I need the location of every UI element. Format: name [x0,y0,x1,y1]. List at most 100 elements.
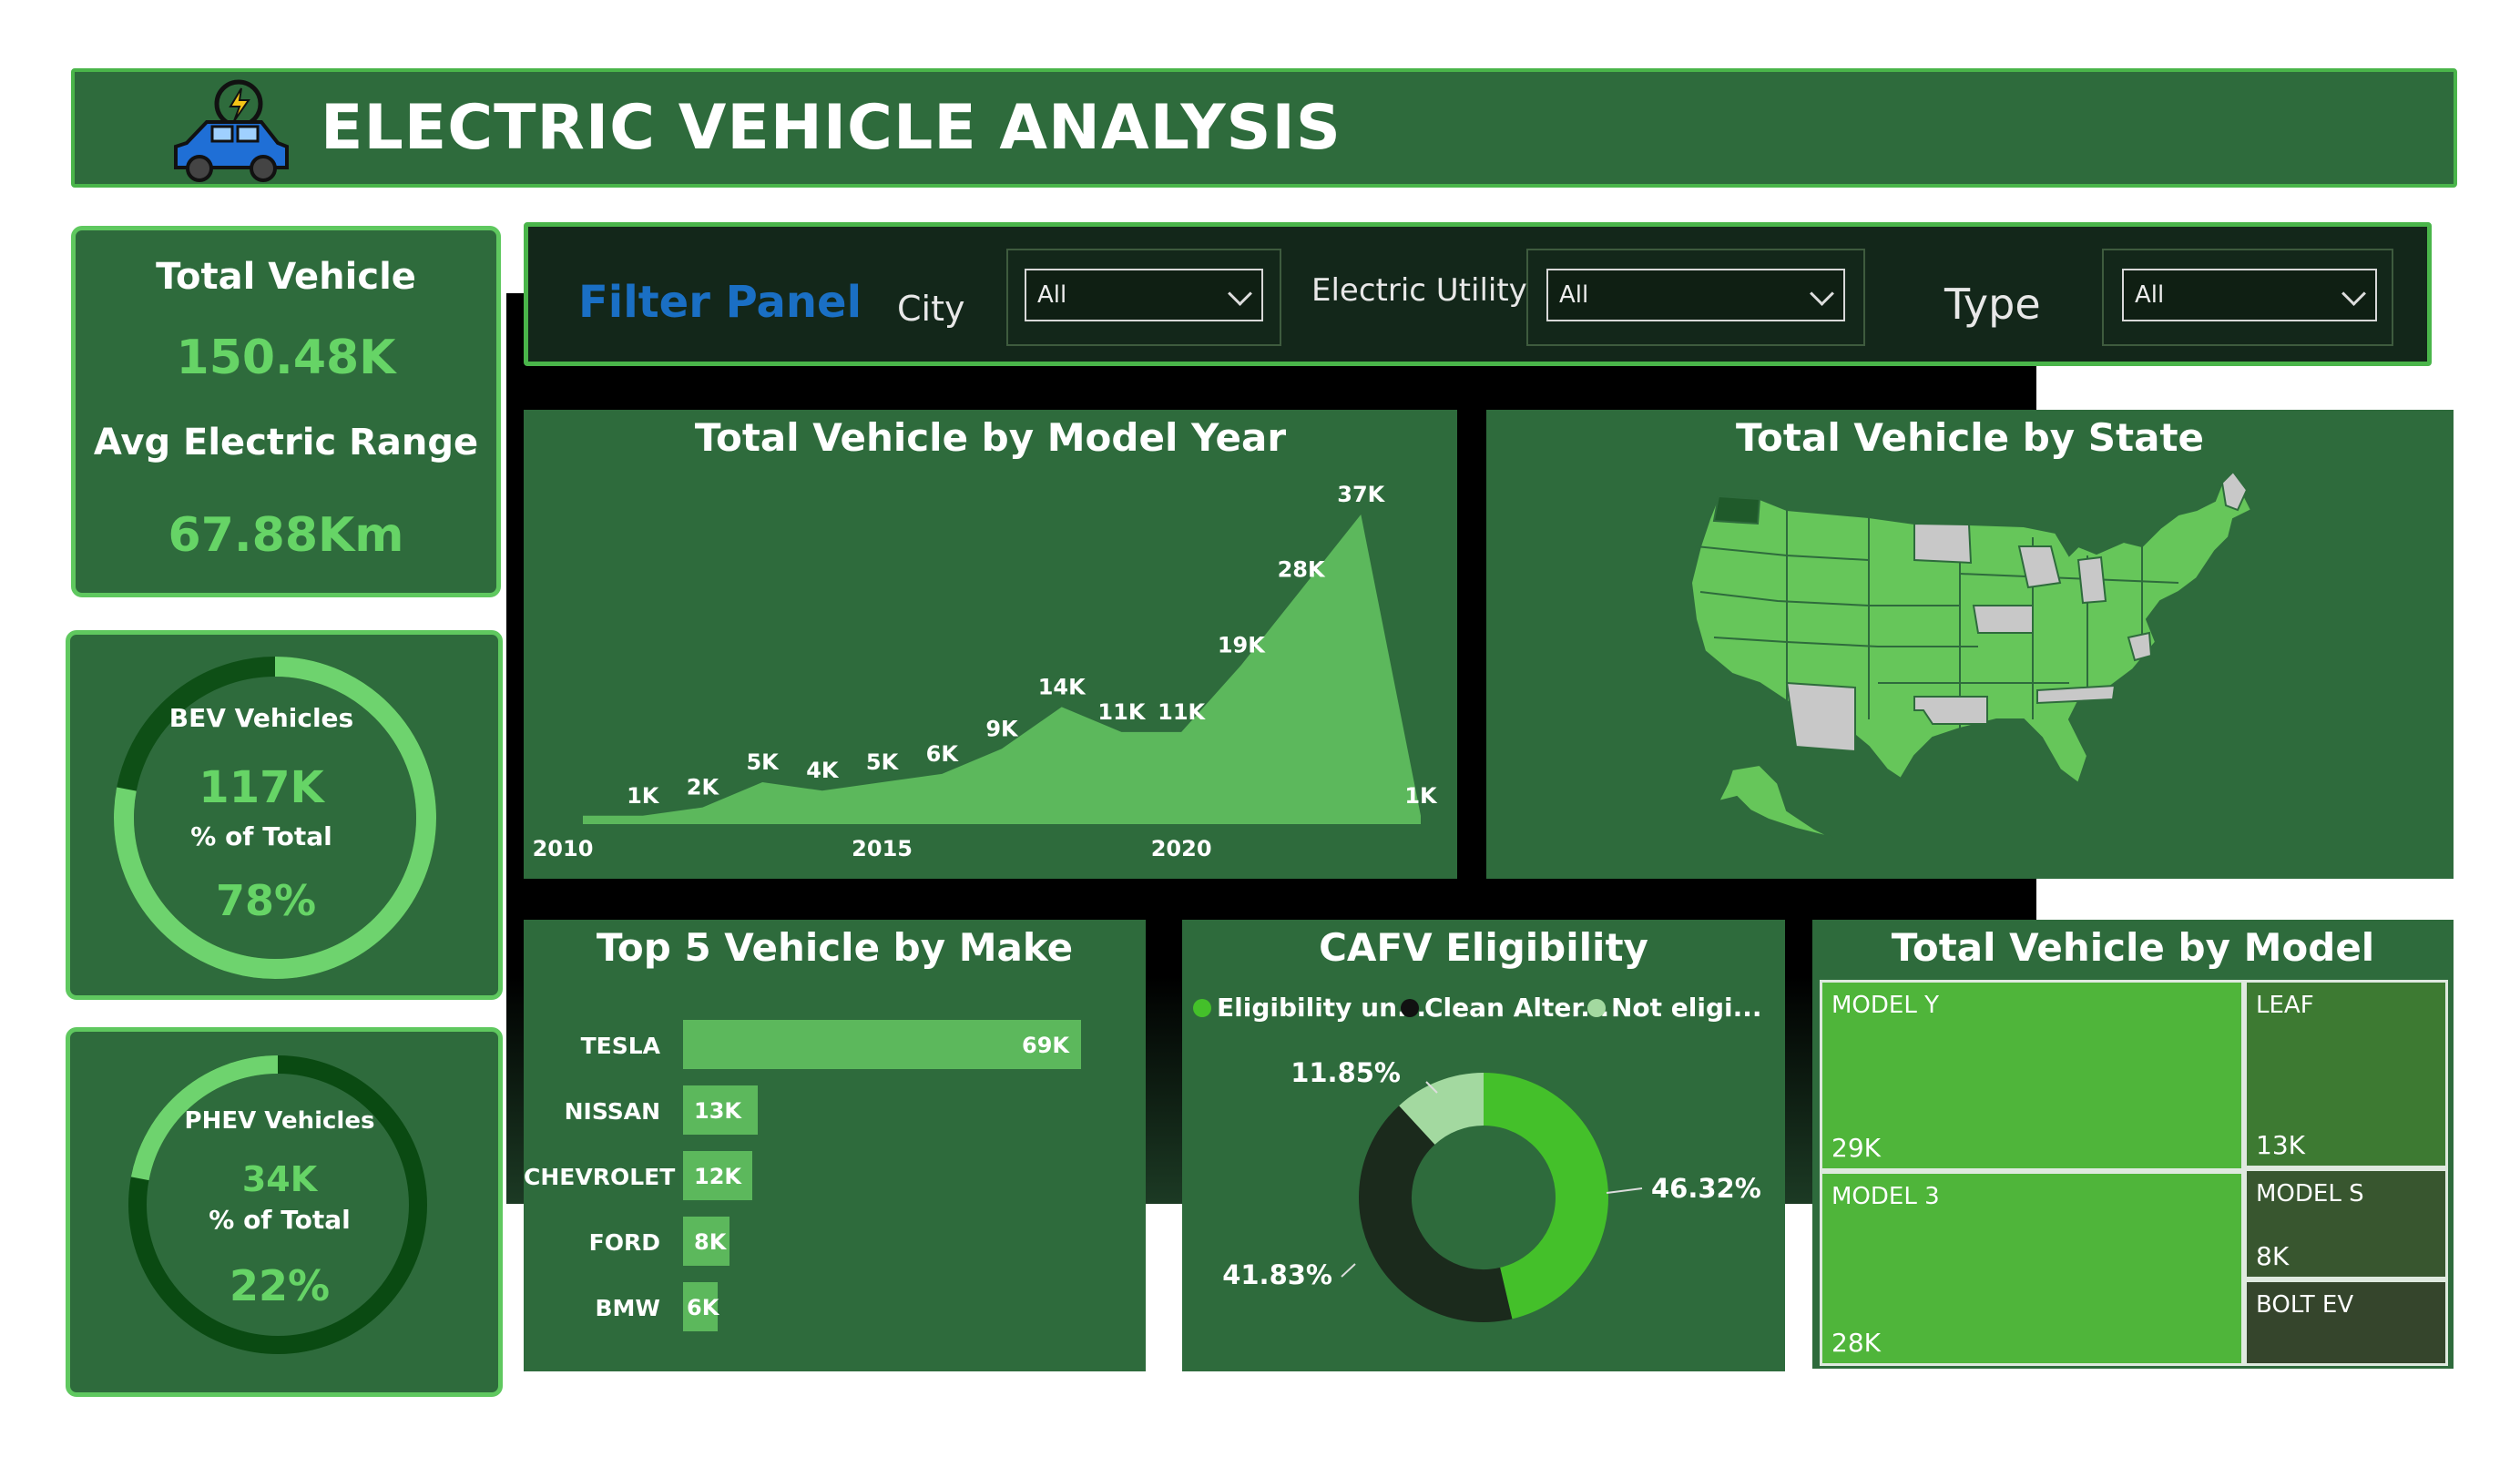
data-label: 6K [926,741,960,767]
data-label: 4K [806,758,840,783]
bar-value-label: 12K [694,1164,741,1189]
donut-value-label: 46.32% [1651,1173,1761,1204]
filter-panel-title: Filter Panel [578,277,862,328]
data-label: 28K [1278,557,1326,583]
type-label: Type [1944,280,2041,329]
bar-value-label: 69K [1022,1033,1069,1058]
bev-pct-label: % of Total [190,821,332,851]
bar-chevrolet[interactable] [683,1151,752,1200]
donut-slice-eligible[interactable] [1483,1073,1608,1319]
data-label: 19K [1218,632,1266,657]
donut-value-label: 41.83% [1222,1259,1332,1290]
data-label: 37K [1337,482,1385,507]
bar-value-label: 13K [694,1098,741,1124]
cafv-donut-chart: 46.32% 41.83% 11.85% [1222,1057,1761,1322]
state-tennessee [2036,684,2117,705]
state-map-title: Total Vehicle by State [1735,415,2205,460]
legend-dot [1193,998,1211,1017]
data-label: 14K [1038,674,1087,699]
utility-dropdown-value: All [1559,281,1589,309]
treemap-cell-model-y[interactable]: MODEL Y 29K [1820,980,2244,1171]
kpi-card: Total Vehicle 150.48K Avg Electric Range… [71,226,501,597]
avg-range-value: 67.88Km [168,508,404,563]
model-treemap-title: Total Vehicle by Model [1891,925,2375,970]
us-state-map [1689,470,2253,839]
type-dropdown[interactable]: All [2122,269,2377,321]
area-series [583,515,1421,824]
type-dropdown-value: All [2135,281,2165,309]
treemap-value: 29K [1831,1133,1881,1163]
bar-category-label: FORD [588,1229,660,1256]
filter-panel: Filter Panel City All Electric Utility A… [524,222,2432,366]
cafv-panel: CAFV Eligibility Eligibility un... Clean… [1182,920,1785,1371]
avg-range-label: Avg Electric Range [93,422,479,464]
phev-donut [128,1055,427,1354]
legend-item-clean-alt: Clean Alter... [1401,993,1609,1023]
legend-item-eligible: Eligibility un... [1193,993,1426,1023]
phev-value: 34K [241,1159,318,1199]
bar-value-label: 8K [694,1229,727,1255]
data-label: 1K [1404,783,1438,809]
electric-utility-dropdown[interactable]: All [1546,269,1845,321]
bar-bmw[interactable] [683,1282,718,1331]
treemap-label: MODEL 3 [1831,1183,1940,1210]
state-iowa [1972,605,2034,634]
data-label: 2K [687,775,720,800]
top-make-bar-chart: TESLA 69K NISSAN 13K CHEVROLET 12K FORD 8K BMW 6K [524,920,1146,1371]
bev-donut [114,657,436,979]
chevron-down-icon [1228,281,1252,306]
state-washington [1712,494,1761,525]
legend-item-not-eligible: Not eligi... [1587,993,1762,1023]
legend-label: Not eligi... [1611,993,1762,1023]
data-label: 5K [746,749,780,775]
legend-label: Eligibility un... [1217,993,1426,1023]
state-wisconsin [2017,545,2062,589]
model-treemap-panel: Total Vehicle by Model MODEL Y 29K MODEL… [1812,920,2454,1369]
data-label: 1K [627,783,660,809]
bar-value-label: 6K [687,1295,719,1320]
leader-line [1606,1187,1643,1194]
bar-category-label: TESLA [580,1033,660,1059]
cafv-title: CAFV Eligibility [1319,925,1648,970]
bar-category-label: CHEVROLET [524,1164,676,1190]
bar-tesla[interactable] [683,1020,1081,1069]
title-bar: ELECTRIC VEHICLE ANALYSIS [71,68,2457,188]
city-dropdown[interactable]: All [1025,269,1263,321]
treemap-cell-model-s[interactable]: MODEL S 8K [2244,1168,2448,1279]
state-north-dakota [1913,522,1973,565]
top-make-panel: Top 5 Vehicle by Make TESLA 69K NISSAN 13K C… [524,920,1146,1371]
treemap-cell-leaf[interactable]: LEAF 13K [2244,980,2448,1168]
bev-value: 117K [199,762,324,813]
top-make-title: Top 5 Vehicle by Make [596,925,1074,970]
city-label: City [897,289,965,329]
state-michigan [2076,555,2107,605]
electric-utility-label: Electric Utility [1311,272,1527,309]
treemap-cell-bolt-ev[interactable]: BOLT EV [2244,1279,2448,1366]
bev-pct: 78% [215,876,317,925]
treemap-cell-model-3[interactable]: MODEL 3 28K [1820,1171,2244,1366]
state-oklahoma [1913,696,1988,725]
state-maine [2220,470,2249,512]
chevron-down-icon [2341,281,2366,306]
city-dropdown-value: All [1037,281,1067,309]
phev-pct-label: % of Total [209,1205,351,1235]
bar-category-label: BMW [595,1295,660,1321]
chevron-down-icon [1810,281,1834,306]
type-dropdown-frame [2102,249,2393,346]
bar-nissan[interactable] [683,1085,759,1135]
state-map-panel: Total Vehicle by State [1486,410,2454,879]
phev-card: PHEV Vehicles 34K % of Total 22% [66,1027,503,1397]
phev-title: PHEV Vehicles [184,1107,375,1135]
bar-ford[interactable] [683,1217,729,1266]
phev-pct: 22% [229,1261,331,1310]
donut-slice-not-eligible[interactable] [1399,1073,1485,1146]
bev-title: BEV Vehicles [168,703,354,733]
donut-slice-clean-alt[interactable] [1359,1105,1513,1322]
legend-dot [1587,998,1606,1017]
city-dropdown-frame [1006,249,1281,346]
model-year-area-chart: 1K 2K 5K 4K 5K 6K 9K 14K 11K 11K 19K 28K 37K 1K 2010 20… [533,482,1438,861]
leader-line [1341,1263,1356,1278]
model-year-chart-title: Total Vehicle by Model Year [694,415,1287,460]
treemap-label: BOLT EV [2256,1291,2354,1319]
us-mainland-shape [1689,474,2253,785]
